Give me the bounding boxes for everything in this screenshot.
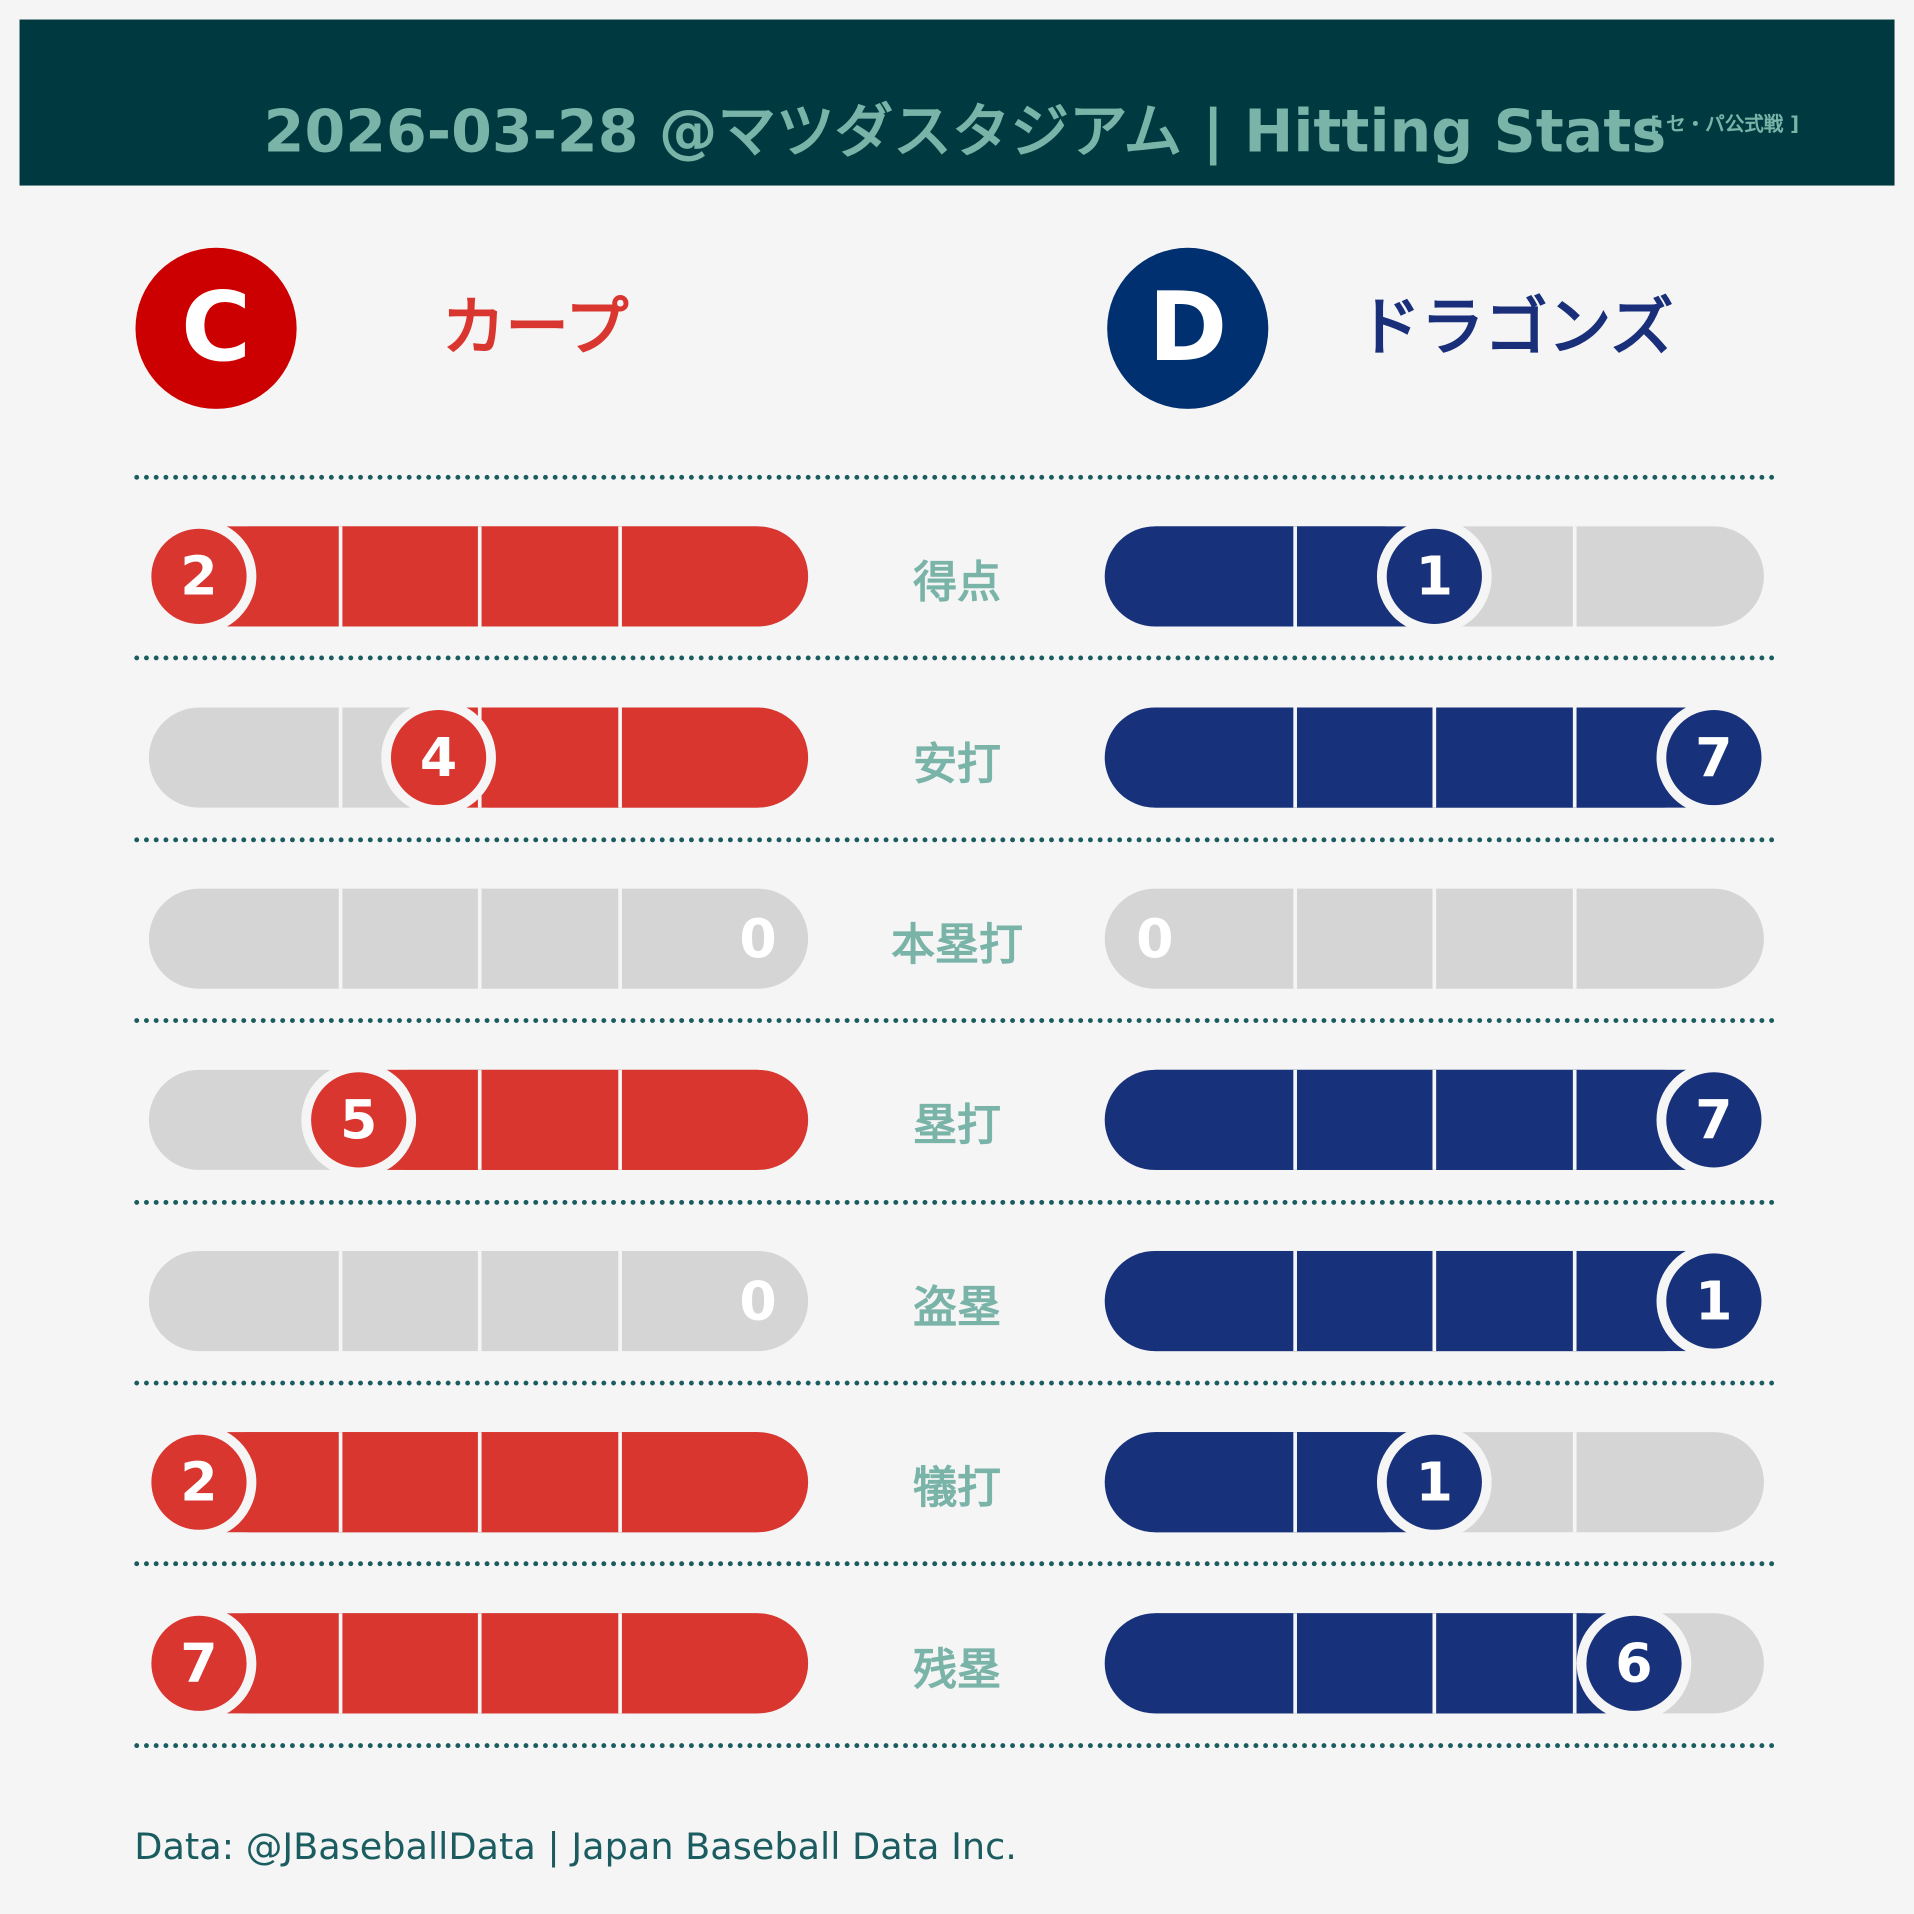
value-label: 1	[1416, 1450, 1453, 1513]
row-divider	[134, 1380, 1777, 1386]
value-label: 1	[1695, 1269, 1732, 1332]
row-divider	[134, 1018, 1777, 1024]
page-title: 2026-03-28 @マツダスタジアム | Hitting Stats	[263, 97, 1667, 167]
stat-label: 残塁	[913, 1645, 1001, 1696]
row-divider	[134, 474, 1777, 480]
value-marker	[301, 1062, 417, 1178]
stat-label: 塁打	[913, 1101, 1001, 1152]
row-divider	[134, 1561, 1777, 1567]
page-subtitle: [ セ・パ公式戦 ]	[1650, 112, 1800, 136]
value-label: 5	[340, 1088, 377, 1151]
away-team-name: ドラゴンズ	[1357, 291, 1674, 365]
stat-label: 本塁打	[891, 920, 1023, 971]
value-label: 7	[1695, 1088, 1732, 1151]
footer-credit: Data: @JBaseballData | Japan Baseball Da…	[134, 1826, 1017, 1869]
value-marker	[1656, 1062, 1772, 1178]
stat-label: 盗塁	[913, 1282, 1001, 1333]
value-label: 0	[739, 1269, 776, 1332]
bar-fill-body	[358, 1069, 759, 1170]
value-label: 0	[1136, 907, 1173, 970]
stat-label: 安打	[913, 739, 1001, 790]
row-divider	[134, 1199, 1777, 1205]
value-marker	[1376, 1424, 1492, 1540]
stat-label: 犠打	[913, 1463, 1001, 1514]
value-marker	[1656, 700, 1772, 815]
header-banner: 2026-03-28 @マツダスタジアム | Hitting Stats [ セ…	[19, 19, 1895, 186]
value-marker	[1576, 1605, 1692, 1721]
value-label: 7	[180, 1632, 217, 1695]
stat-label: 得点	[913, 558, 1001, 609]
value-marker	[1656, 1243, 1772, 1359]
away-team-logo: D	[1107, 247, 1269, 409]
row-divider	[134, 1742, 1777, 1748]
value-marker	[141, 1424, 257, 1540]
value-label: 1	[1416, 545, 1453, 608]
value-label: 4	[420, 726, 457, 789]
value-label: 6	[1615, 1632, 1652, 1695]
value-label: 2	[180, 545, 217, 608]
home-team-name: カープ	[441, 291, 629, 365]
value-label: 0	[739, 907, 776, 970]
value-marker	[141, 1605, 257, 1721]
value-marker	[1376, 519, 1492, 634]
value-marker	[141, 519, 257, 634]
row-divider	[134, 837, 1777, 843]
home-team-logo: C	[135, 247, 297, 409]
value-label: 2	[180, 1450, 217, 1513]
value-label: 7	[1695, 726, 1732, 789]
bar-fill-body	[1154, 1613, 1634, 1714]
value-marker	[381, 700, 496, 815]
row-divider	[134, 655, 1777, 661]
